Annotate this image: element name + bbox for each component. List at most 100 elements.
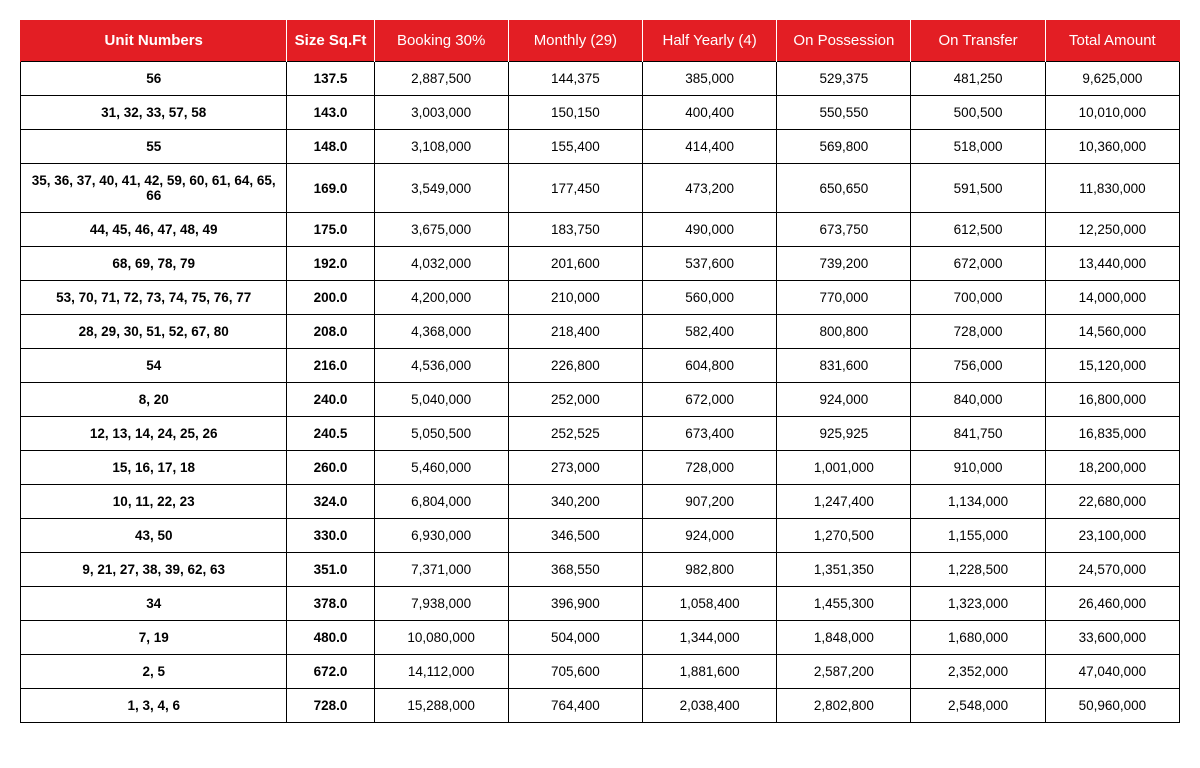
cell-monthly: 155,400 (508, 130, 642, 164)
cell-monthly: 226,800 (508, 349, 642, 383)
cell-half-yearly: 672,000 (643, 383, 777, 417)
cell-unit-numbers: 9, 21, 27, 38, 39, 62, 63 (21, 553, 287, 587)
cell-on-possession: 2,587,200 (777, 655, 911, 689)
cell-on-possession: 1,270,500 (777, 519, 911, 553)
table-row: 2, 5672.014,112,000705,6001,881,6002,587… (21, 655, 1180, 689)
col-header-total-amount: Total Amount (1045, 20, 1179, 62)
cell-half-yearly: 385,000 (643, 62, 777, 96)
cell-total-amount: 11,830,000 (1045, 164, 1179, 213)
cell-monthly: 218,400 (508, 315, 642, 349)
table-row: 34378.07,938,000396,9001,058,4001,455,30… (21, 587, 1180, 621)
cell-monthly: 340,200 (508, 485, 642, 519)
cell-booking: 4,032,000 (374, 247, 508, 281)
cell-size: 240.5 (287, 417, 374, 451)
cell-unit-numbers: 68, 69, 78, 79 (21, 247, 287, 281)
cell-monthly: 144,375 (508, 62, 642, 96)
cell-size: 200.0 (287, 281, 374, 315)
cell-unit-numbers: 53, 70, 71, 72, 73, 74, 75, 76, 77 (21, 281, 287, 315)
cell-monthly: 252,525 (508, 417, 642, 451)
cell-on-possession: 1,455,300 (777, 587, 911, 621)
col-header-monthly: Monthly (29) (508, 20, 642, 62)
cell-half-yearly: 537,600 (643, 247, 777, 281)
cell-booking: 3,549,000 (374, 164, 508, 213)
cell-total-amount: 18,200,000 (1045, 451, 1179, 485)
cell-monthly: 201,600 (508, 247, 642, 281)
cell-unit-numbers: 54 (21, 349, 287, 383)
cell-total-amount: 26,460,000 (1045, 587, 1179, 621)
cell-on-possession: 529,375 (777, 62, 911, 96)
cell-monthly: 183,750 (508, 213, 642, 247)
cell-size: 143.0 (287, 96, 374, 130)
cell-on-transfer: 728,000 (911, 315, 1045, 349)
cell-size: 260.0 (287, 451, 374, 485)
cell-unit-numbers: 15, 16, 17, 18 (21, 451, 287, 485)
table-row: 44, 45, 46, 47, 48, 49175.03,675,000183,… (21, 213, 1180, 247)
cell-on-transfer: 481,250 (911, 62, 1045, 96)
cell-on-possession: 770,000 (777, 281, 911, 315)
table-row: 54216.04,536,000226,800604,800831,600756… (21, 349, 1180, 383)
cell-monthly: 252,000 (508, 383, 642, 417)
col-header-size: Size Sq.Ft (287, 20, 374, 62)
cell-on-possession: 1,001,000 (777, 451, 911, 485)
cell-booking: 7,938,000 (374, 587, 508, 621)
cell-total-amount: 33,600,000 (1045, 621, 1179, 655)
cell-size: 330.0 (287, 519, 374, 553)
cell-half-yearly: 604,800 (643, 349, 777, 383)
table-row: 53, 70, 71, 72, 73, 74, 75, 76, 77200.04… (21, 281, 1180, 315)
cell-monthly: 504,000 (508, 621, 642, 655)
cell-on-possession: 831,600 (777, 349, 911, 383)
cell-on-transfer: 2,352,000 (911, 655, 1045, 689)
cell-total-amount: 13,440,000 (1045, 247, 1179, 281)
cell-booking: 4,368,000 (374, 315, 508, 349)
cell-unit-numbers: 31, 32, 33, 57, 58 (21, 96, 287, 130)
col-header-unit-numbers: Unit Numbers (21, 20, 287, 62)
cell-on-transfer: 1,323,000 (911, 587, 1045, 621)
cell-unit-numbers: 28, 29, 30, 51, 52, 67, 80 (21, 315, 287, 349)
col-header-on-possession: On Possession (777, 20, 911, 62)
cell-unit-numbers: 55 (21, 130, 287, 164)
cell-size: 216.0 (287, 349, 374, 383)
table-row: 12, 13, 14, 24, 25, 26240.55,050,500252,… (21, 417, 1180, 451)
cell-on-possession: 800,800 (777, 315, 911, 349)
cell-size: 480.0 (287, 621, 374, 655)
cell-monthly: 177,450 (508, 164, 642, 213)
cell-unit-numbers: 7, 19 (21, 621, 287, 655)
cell-on-transfer: 840,000 (911, 383, 1045, 417)
table-row: 10, 11, 22, 23324.06,804,000340,200907,2… (21, 485, 1180, 519)
table-row: 43, 50330.06,930,000346,500924,0001,270,… (21, 519, 1180, 553)
table-row: 8, 20240.05,040,000252,000672,000924,000… (21, 383, 1180, 417)
cell-on-transfer: 591,500 (911, 164, 1045, 213)
cell-booking: 2,887,500 (374, 62, 508, 96)
cell-on-transfer: 1,134,000 (911, 485, 1045, 519)
cell-unit-numbers: 1, 3, 4, 6 (21, 689, 287, 723)
cell-half-yearly: 473,200 (643, 164, 777, 213)
cell-on-transfer: 612,500 (911, 213, 1045, 247)
cell-half-yearly: 673,400 (643, 417, 777, 451)
cell-half-yearly: 924,000 (643, 519, 777, 553)
cell-size: 137.5 (287, 62, 374, 96)
cell-monthly: 705,600 (508, 655, 642, 689)
cell-total-amount: 23,100,000 (1045, 519, 1179, 553)
table-row: 56137.52,887,500144,375385,000529,375481… (21, 62, 1180, 96)
cell-unit-numbers: 56 (21, 62, 287, 96)
cell-total-amount: 10,360,000 (1045, 130, 1179, 164)
table-row: 9, 21, 27, 38, 39, 62, 63351.07,371,0003… (21, 553, 1180, 587)
pricing-table: Unit Numbers Size Sq.Ft Booking 30% Mont… (20, 20, 1180, 723)
cell-total-amount: 22,680,000 (1045, 485, 1179, 519)
cell-unit-numbers: 43, 50 (21, 519, 287, 553)
cell-unit-numbers: 10, 11, 22, 23 (21, 485, 287, 519)
cell-monthly: 368,550 (508, 553, 642, 587)
cell-size: 169.0 (287, 164, 374, 213)
cell-on-possession: 925,925 (777, 417, 911, 451)
cell-booking: 4,536,000 (374, 349, 508, 383)
cell-size: 240.0 (287, 383, 374, 417)
cell-size: 728.0 (287, 689, 374, 723)
cell-on-possession: 1,351,350 (777, 553, 911, 587)
col-header-on-transfer: On Transfer (911, 20, 1045, 62)
cell-unit-numbers: 34 (21, 587, 287, 621)
cell-booking: 7,371,000 (374, 553, 508, 587)
cell-on-transfer: 500,500 (911, 96, 1045, 130)
table-row: 68, 69, 78, 79192.04,032,000201,600537,6… (21, 247, 1180, 281)
cell-total-amount: 16,835,000 (1045, 417, 1179, 451)
cell-size: 351.0 (287, 553, 374, 587)
